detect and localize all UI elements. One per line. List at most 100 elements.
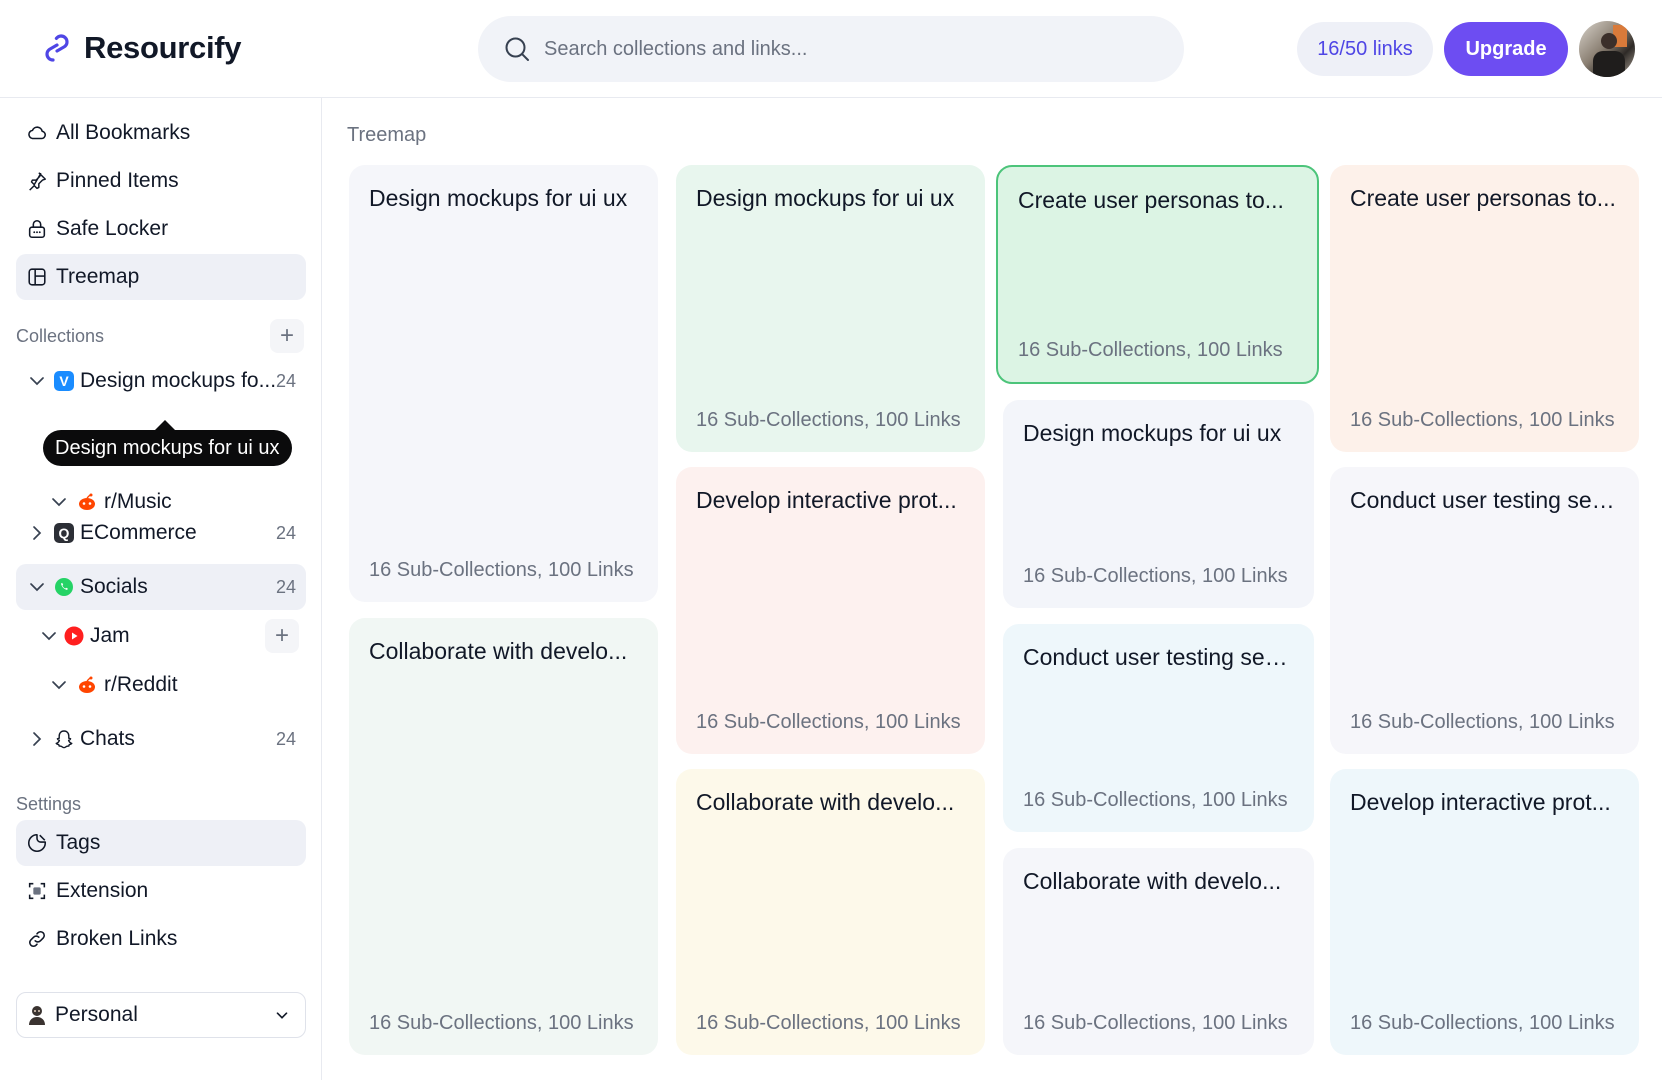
add-subcollection-button[interactable]: + [265,619,299,653]
card-title: Create user personas to... [1018,187,1284,213]
sidebar-item-label: Pinned Items [56,169,179,192]
page-title: Treemap [347,124,427,146]
chevron-right-icon[interactable] [26,728,48,750]
collection-socials[interactable]: Socials 24 [16,564,306,610]
collection-label: r/Music [104,490,172,513]
chevron-down-icon[interactable] [48,491,70,513]
snapchat-icon [54,729,74,749]
treemap-card[interactable]: Collaborate with develo... 16 Sub-Collec… [1003,848,1314,1055]
settings-heading: Settings [16,794,82,814]
collection-r-music[interactable]: r/Music [48,479,306,525]
card-title: Collaborate with develo... [696,789,955,815]
card-title: Design mockups for ui ux [1023,420,1282,446]
sidebar-item-extension[interactable]: Extension [16,868,306,914]
sidebar-item-tags[interactable]: Tags [16,820,306,866]
youtube-icon [64,626,84,646]
search-icon [505,37,529,61]
collection-chats[interactable]: Chats 24 [26,716,306,762]
collection-count: 24 [275,370,296,391]
collection-jam[interactable]: Jam [38,613,306,659]
collection-label: Design mockups fo... [80,369,277,392]
collection-count: 24 [275,522,296,543]
card-meta: 16 Sub-Collections, 100 Links [696,409,961,431]
card-title: Collaborate with develo... [369,638,628,664]
workspace-selector[interactable]: Personal [16,992,306,1038]
search-bar[interactable] [478,16,1184,82]
treemap-card[interactable]: Collaborate with develo... 16 Sub-Collec… [676,769,985,1055]
tag-icon [28,833,47,852]
collection-label: Jam [90,624,130,647]
whatsapp-icon [54,577,74,597]
add-collection-button[interactable]: + [270,319,304,353]
card-meta: 16 Sub-Collections, 100 Links [696,711,961,733]
collection-design-mockups[interactable]: V Design mockups fo... 24 [26,358,306,404]
sidebar-item-label: Broken Links [56,927,178,950]
treemap-card[interactable]: Conduct user testing ses... 16 Sub-Colle… [1003,624,1314,832]
treemap-card[interactable]: Develop interactive prot... 16 Sub-Colle… [676,467,985,754]
treemap-card[interactable]: Design mockups for ui ux 16 Sub-Collecti… [1003,400,1314,608]
card-title: Design mockups for ui ux [369,185,628,211]
sidebar-item-safe-locker[interactable]: Safe Locker [16,206,306,252]
user-avatar[interactable] [1579,21,1635,77]
chevron-down-icon[interactable] [26,370,48,392]
collection-r-reddit[interactable]: r/Reddit [48,662,306,708]
chevron-down-icon [276,1012,288,1019]
chevron-down-icon[interactable] [48,674,70,696]
user-avatar-icon [29,1006,45,1025]
collection-label: r/Reddit [104,673,178,696]
extension-icon [28,882,46,900]
card-meta: 16 Sub-Collections, 100 Links [1350,1012,1615,1034]
treemap-card[interactable]: Design mockups for ui ux 16 Sub-Collecti… [349,165,658,602]
sidebar-item-all-bookmarks[interactable]: All Bookmarks [16,110,306,156]
card-meta: 16 Sub-Collections, 100 Links [1023,565,1288,587]
card-meta: 16 Sub-Collections, 100 Links [1350,711,1615,733]
card-title: Develop interactive prot... [696,487,957,513]
chevron-right-icon[interactable] [26,522,48,544]
sidebar-item-pinned-items[interactable]: Pinned Items [16,158,306,204]
treemap-card[interactable]: Design mockups for ui ux 16 Sub-Collecti… [676,165,985,452]
upgrade-button[interactable]: Upgrade [1444,22,1568,76]
card-meta: 16 Sub-Collections, 100 Links [1023,789,1288,811]
treemap-card-selected[interactable]: Create user personas to... 16 Sub-Collec… [996,165,1319,384]
collections-heading: Collections [16,326,105,346]
plus-icon: + [279,322,294,349]
sidebar-item-broken-links[interactable]: Broken Links [16,916,306,962]
collection-tooltip: Design mockups for ui ux [43,420,292,466]
sidebar: All Bookmarks Pinned Items Safe Locker T… [0,98,322,1080]
treemap-card[interactable]: Create user personas to... 16 Sub-Collec… [1330,165,1639,452]
chevron-down-icon[interactable] [26,576,48,598]
card-meta: 16 Sub-Collections, 100 Links [369,1012,634,1034]
search-input[interactable] [544,37,1144,61]
treemap-card[interactable]: Develop interactive prot... 16 Sub-Colle… [1330,769,1639,1055]
sidebar-item-label: Treemap [56,265,140,288]
pin-icon [29,172,46,191]
collection-count: 24 [275,728,296,749]
chat-square-icon: Q [54,523,74,543]
sidebar-item-label: Tags [56,831,101,854]
collection-label: ECommerce [80,521,197,544]
card-meta: 16 Sub-Collections, 100 Links [696,1012,961,1034]
vimeo-icon: V [54,371,74,391]
app-name: Resourcify [84,30,242,65]
card-title: Conduct user testing ses... [1350,487,1619,513]
workspace-label: Personal [55,1003,138,1026]
app-logo[interactable]: Resourcify [42,30,242,66]
lock-icon [28,219,46,239]
collection-label: Chats [80,727,135,750]
link-icon [29,931,45,947]
treemap-card[interactable]: Conduct user testing ses... 16 Sub-Colle… [1330,467,1639,754]
cloud-icon [28,126,46,140]
card-title: Create user personas to... [1350,185,1616,211]
collection-ecommerce[interactable]: Q ECommerce 24 [26,510,306,556]
card-title: Collaborate with develo... [1023,868,1282,894]
sidebar-item-treemap[interactable]: Treemap [16,254,306,300]
card-meta: 16 Sub-Collections, 100 Links [369,559,634,581]
links-quota-badge[interactable]: 16/50 links [1297,22,1433,76]
collection-count: 24 [275,576,296,597]
logo-link-icon [45,34,69,62]
collection-label: Socials [80,575,148,598]
chevron-down-icon[interactable] [38,625,60,647]
sidebar-item-label: Extension [56,879,149,902]
treemap-card[interactable]: Collaborate with develo... 16 Sub-Collec… [349,618,658,1055]
top-header: Resourcify 16/50 links Upgrade [0,0,1662,98]
